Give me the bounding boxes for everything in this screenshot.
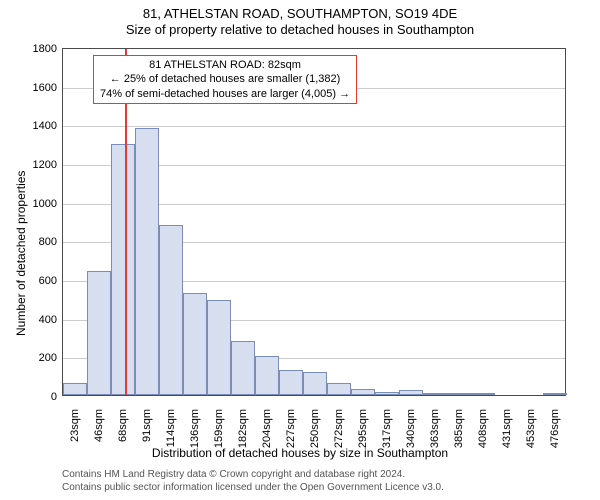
footer-line1: Contains HM Land Registry data © Crown c… [62, 469, 444, 482]
y-axis-label: Number of detached properties [14, 171, 28, 336]
histogram-bar [159, 225, 183, 395]
histogram-bar [183, 293, 207, 395]
y-tick-label: 400 [0, 314, 57, 326]
reference-annotation: 81 ATHELSTAN ROAD: 82sqm← 25% of detache… [93, 55, 357, 104]
histogram-bar [327, 383, 351, 395]
y-tick-label: 800 [0, 236, 57, 248]
y-tick-label: 1200 [0, 159, 57, 171]
histogram-bar [399, 390, 423, 395]
histogram-bar [111, 144, 135, 395]
annotation-line: 74% of semi-detached houses are larger (… [100, 87, 350, 101]
chart-title-line2: Size of property relative to detached ho… [0, 22, 600, 38]
histogram-bar [279, 370, 303, 395]
histogram-bar [447, 393, 471, 395]
y-tick-label: 1800 [0, 43, 57, 55]
histogram-bar [423, 393, 447, 395]
annotation-line: ← 25% of detached houses are smaller (1,… [100, 72, 350, 86]
histogram-bar [471, 393, 495, 395]
annotation-line: 81 ATHELSTAN ROAD: 82sqm [100, 58, 350, 72]
y-tick-label: 1000 [0, 198, 57, 210]
x-axis-label: Distribution of detached houses by size … [0, 446, 600, 460]
histogram-bar [375, 392, 399, 395]
histogram-bar [135, 128, 159, 395]
chart-title-block: 81, ATHELSTAN ROAD, SOUTHAMPTON, SO19 4D… [0, 0, 600, 39]
histogram-bar [255, 356, 279, 395]
y-tick-label: 0 [0, 391, 57, 403]
y-tick-label: 1400 [0, 120, 57, 132]
plot-area: 02004006008001000120014001600180023sqm46… [62, 48, 566, 396]
histogram-bar [303, 372, 327, 395]
y-tick-label: 1600 [0, 82, 57, 94]
y-tick-label: 600 [0, 275, 57, 287]
histogram-bar [351, 389, 375, 395]
histogram-bar [87, 271, 111, 395]
chart-title-line1: 81, ATHELSTAN ROAD, SOUTHAMPTON, SO19 4D… [0, 6, 600, 22]
histogram-bar [543, 393, 567, 395]
footer-line2: Contains public sector information licen… [62, 482, 444, 495]
gridline [63, 126, 565, 127]
histogram-bar [63, 383, 87, 395]
y-tick-label: 200 [0, 352, 57, 364]
footer-attribution: Contains HM Land Registry data © Crown c… [62, 469, 444, 494]
histogram-bar [231, 341, 255, 395]
histogram-bar [207, 300, 231, 395]
